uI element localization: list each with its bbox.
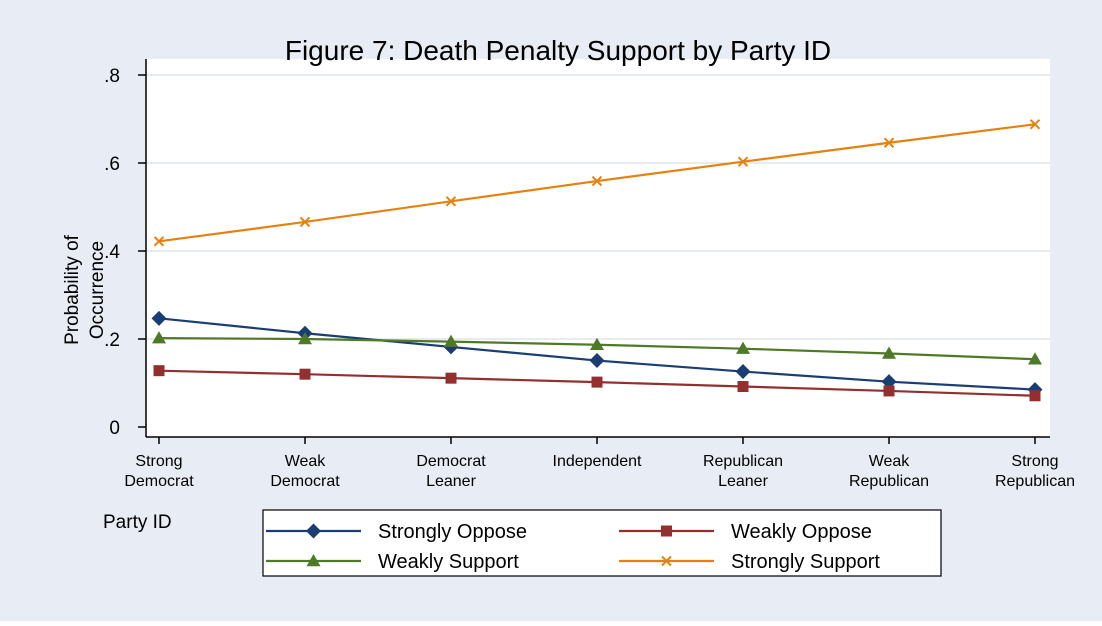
x-marker-stroke <box>445 196 457 207</box>
x-tick-label: Strong Democrat <box>124 453 194 490</box>
data-point-weakly-support <box>298 332 312 345</box>
x-marker-stroke <box>299 216 311 228</box>
data-point-strongly-support <box>1029 119 1041 130</box>
y-tick-label: .8 <box>104 66 120 87</box>
data-point-strongly-support <box>153 236 165 247</box>
x-marker-stroke <box>737 156 749 167</box>
y-tick-label: .2 <box>104 330 120 351</box>
data-point-weakly-oppose <box>1029 390 1041 402</box>
legend-label: Weakly Support <box>378 551 519 573</box>
data-point-weakly-support <box>882 346 896 359</box>
data-point-weakly-support <box>152 331 166 344</box>
x-marker-stroke <box>883 137 895 148</box>
legend-marker <box>306 554 321 567</box>
x-tick-label: Weak Democrat <box>270 453 340 490</box>
data-point-weakly-oppose <box>299 368 311 380</box>
series-weakly-oppose <box>153 365 1041 402</box>
x-marker-stroke <box>153 236 165 247</box>
legend-marker <box>306 523 321 539</box>
data-point-strongly-support <box>883 137 895 148</box>
data-point-strongly-support <box>299 216 311 228</box>
legend-box <box>262 509 942 577</box>
legend: Strongly Oppose Weakly Oppose Weakly Suppo… <box>262 509 942 577</box>
y-axis-title: Probability of Occurrence <box>62 234 108 345</box>
y-axis-title-line: Occurrence <box>87 241 108 339</box>
data-point-weakly-oppose <box>445 372 457 384</box>
legend-marker <box>661 555 672 567</box>
data-point-weakly-support <box>1028 352 1042 365</box>
data-series <box>151 119 1043 402</box>
legend-item-strongly-support: Strongly Support <box>619 551 880 573</box>
y-tick-label: 0 <box>109 418 120 439</box>
x-tick-label: Republican Leaner <box>703 453 783 490</box>
legend-item-weakly-oppose: Weakly Oppose <box>619 521 872 543</box>
y-tick-label: .4 <box>104 242 120 263</box>
x-axis-title: Party ID <box>103 512 172 533</box>
data-point-weakly-support <box>444 334 458 347</box>
data-point-weakly-oppose <box>153 365 165 377</box>
legend-item-weakly-support: Weakly Support <box>266 551 519 573</box>
x-marker-stroke <box>661 555 672 567</box>
data-point-weakly-oppose <box>591 376 603 388</box>
data-point-strongly-oppose <box>589 353 605 369</box>
x-tick-label: Strong Republican <box>995 453 1075 490</box>
legend-label: Strongly Support <box>731 551 880 573</box>
data-point-weakly-support <box>590 337 604 350</box>
data-point-strongly-oppose <box>735 364 751 380</box>
y-axis-title-line: Probability of <box>62 234 83 345</box>
chart-title: Figure 7: Death Penalty Support by Party… <box>285 35 831 66</box>
legend-label: Weakly Oppose <box>731 521 872 543</box>
legend-marker <box>661 525 672 537</box>
legend-label: Strongly Oppose <box>378 521 527 543</box>
data-point-weakly-oppose <box>737 381 749 393</box>
y-tick-label: .6 <box>104 154 120 175</box>
x-marker-stroke <box>1029 119 1041 130</box>
legend-item-strongly-oppose: Strongly Oppose <box>266 521 527 543</box>
data-point-strongly-oppose <box>151 310 167 326</box>
x-tick-label: Weak Republican <box>849 453 929 490</box>
x-tick-label: Independent <box>553 453 643 470</box>
data-point-weakly-oppose <box>883 385 895 397</box>
x-tick-label: Democrat Leaner <box>416 453 486 490</box>
x-marker-stroke <box>591 175 603 187</box>
series-weakly-support <box>152 331 1042 365</box>
series-strongly-support <box>153 119 1041 247</box>
data-point-strongly-support <box>445 196 457 207</box>
data-point-strongly-support <box>737 156 749 167</box>
axes: 0 .2 .4 .6 .8 Strong Democrat Weak Democrat Democ… <box>104 59 1075 490</box>
data-point-weakly-support <box>736 341 750 354</box>
data-point-strongly-support <box>591 175 603 187</box>
